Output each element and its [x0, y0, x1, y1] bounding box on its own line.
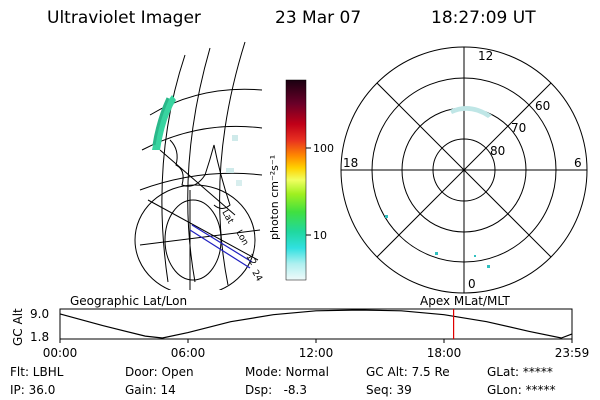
strip-ytick-1-8: 1.8 — [30, 330, 49, 344]
gc-alt-status: GC Alt: 7.5 Re — [366, 365, 450, 379]
altitude-curve — [59, 309, 573, 339]
geo-map-aurora — [152, 95, 242, 186]
instrument-title: Ultraviolet Imager — [47, 8, 201, 28]
seq-status: Seq: 39 — [366, 383, 412, 397]
geographic-map — [134, 41, 263, 290]
strip-ytick-9: 9.0 — [30, 307, 49, 321]
geo-grid-label-12: 12 — [243, 253, 257, 268]
time-label: 18:27:09 UT — [431, 8, 536, 28]
strip-xticks — [59, 339, 573, 343]
colorbar — [285, 79, 307, 281]
strip-right-title: Apex MLat/MLT — [420, 294, 510, 308]
glat-status: GLat: ***** — [487, 365, 553, 379]
strip-xtick-label: 00:00 — [43, 346, 78, 360]
gain-status: Gain: 14 — [125, 383, 176, 397]
date-label: 23 Mar 07 — [275, 8, 362, 28]
strip-xtick-label: 23:59 — [555, 346, 590, 360]
mode-status: Mode: Normal — [245, 365, 329, 379]
dsp-status: Dsp: -8.3 — [245, 383, 308, 397]
filter-status: Flt: LBHL — [10, 365, 64, 379]
ip-status: IP: 36.0 — [10, 383, 56, 397]
colorbar-label-100: 100 — [313, 142, 334, 155]
glon-status: GLon: ***** — [487, 383, 556, 397]
mlat-label-60: 60 — [535, 99, 550, 113]
colorbar-label-10: 10 — [313, 229, 327, 242]
mlat-label-70: 70 — [511, 121, 526, 135]
geo-grid-label-24: 24 — [249, 269, 264, 284]
mlt-label-18: 18 — [343, 156, 358, 170]
geo-grid-label-lat: Lat — [219, 209, 235, 227]
mlt-label-0: 0 — [468, 277, 476, 291]
strip-xtick-label: 06:00 — [171, 346, 206, 360]
mlt-label-12: 12 — [478, 49, 493, 63]
mlat-label-80: 80 — [490, 144, 505, 158]
mlt-label-6: 6 — [574, 156, 582, 170]
geo-map-orbit-track — [189, 224, 253, 269]
polar-aurora — [385, 106, 492, 268]
strip-xtick-label: 12:00 — [299, 346, 334, 360]
strip-left-title: Geographic Lat/Lon — [70, 294, 187, 308]
strip-ylabel: GC Alt — [11, 308, 25, 346]
door-status: Door: Open — [125, 365, 194, 379]
strip-xtick-label: 18:00 — [427, 346, 462, 360]
polar-plot — [340, 46, 588, 294]
colorbar-unit-label: photon cm⁻²s⁻¹ — [268, 155, 281, 240]
